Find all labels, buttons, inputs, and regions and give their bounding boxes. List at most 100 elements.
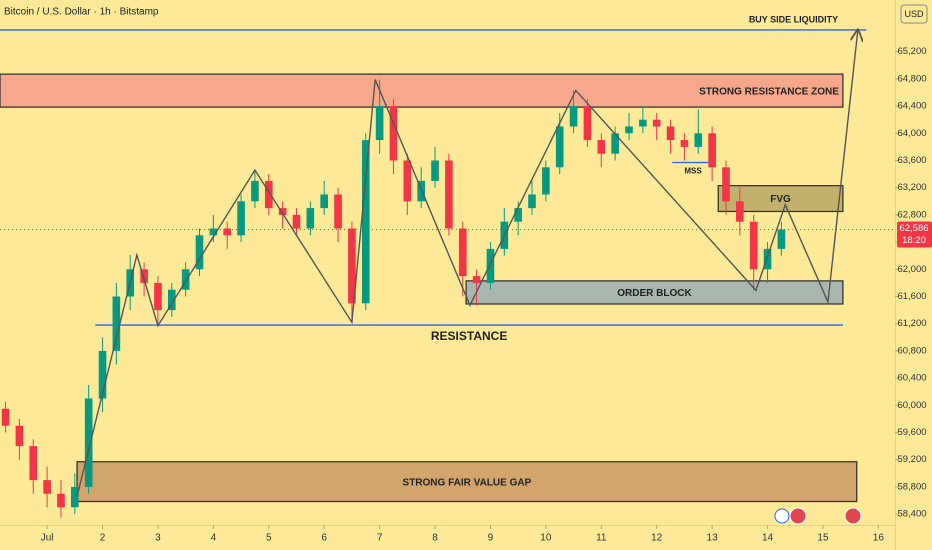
zone-label: STRONG RESISTANCE ZONE: [699, 86, 839, 97]
candle-body: [167, 289, 176, 311]
candle-body: [625, 126, 633, 134]
candle-body: [195, 235, 204, 270]
candle-body: [84, 398, 93, 487]
candle-body: [237, 201, 245, 236]
candle-body: [431, 160, 439, 181]
currency-label: USD: [904, 9, 924, 19]
candle-body: [154, 282, 162, 311]
candle-body: [1, 408, 10, 426]
x-tick-label: 3: [155, 533, 161, 544]
level-label: BUY SIDE LIQUIDITY: [749, 14, 838, 24]
candle-body: [708, 133, 716, 168]
candle-body: [43, 480, 51, 494]
chart-title: Bitcoin / U.S. Dollar · 1h · Bitstamp: [4, 7, 159, 18]
candle-body: [472, 276, 481, 283]
y-tick-label: 65,200: [897, 46, 926, 57]
y-tick-label: 64,800: [897, 73, 926, 84]
candle-body: [445, 160, 453, 229]
candle-body: [417, 180, 425, 202]
candle-body: [749, 221, 758, 270]
candle-body: [569, 106, 578, 127]
candle-body: [140, 269, 148, 283]
x-tick-label: 2: [100, 533, 106, 544]
y-tick-label: 61,200: [897, 318, 926, 329]
y-tick-label: 60,800: [897, 345, 926, 356]
candle-body: [597, 140, 606, 154]
candle-body: [736, 201, 744, 222]
zone-label: FVG: [770, 194, 791, 205]
y-tick-label: 63,200: [897, 182, 926, 193]
y-tick-label: 64,400: [897, 101, 926, 112]
candle-body: [694, 133, 703, 147]
x-tick-label: 6: [321, 533, 327, 544]
candle-body: [15, 425, 24, 447]
candle-body: [292, 214, 301, 229]
zone-label: STRONG FAIR VALUE GAP: [403, 477, 532, 488]
level-label: MSS: [684, 167, 702, 176]
candle-body: [98, 350, 107, 399]
candle-body: [722, 167, 730, 202]
zone-label: ORDER BLOCK: [617, 288, 692, 299]
event-icons: [774, 507, 862, 525]
candle-body: [611, 133, 619, 154]
event-icon[interactable]: [774, 508, 790, 524]
last-price-box: [897, 221, 932, 248]
x-tick-label: 12: [651, 533, 663, 544]
y-tick-label: 59,600: [897, 427, 926, 438]
candle-body: [375, 106, 384, 141]
x-tick-label: 9: [488, 533, 494, 544]
candle-body: [306, 208, 315, 229]
y-tick-label: 64,000: [897, 128, 926, 139]
candle-body: [57, 493, 65, 508]
x-tick-label: 13: [707, 533, 719, 544]
x-tick-label: 5: [266, 533, 272, 544]
candle-body: [181, 269, 190, 290]
candle-body: [320, 194, 329, 209]
y-tick-label: 60,000: [897, 400, 926, 411]
last-price-label: 62,586: [899, 223, 928, 234]
candle-body: [71, 486, 79, 508]
x-tick-label: 8: [432, 533, 438, 544]
y-tick-label: 63,600: [897, 155, 926, 166]
y-tick-label: 59,200: [897, 454, 926, 465]
candle-body: [29, 446, 38, 481]
candle-body: [389, 106, 398, 161]
y-tick-label: 62,800: [897, 209, 926, 220]
candle-body: [209, 228, 218, 236]
candle-body: [251, 180, 259, 202]
x-tick-label: 14: [762, 533, 774, 544]
candle-body: [666, 126, 675, 141]
candle-body: [264, 180, 273, 209]
candle-body: [223, 228, 232, 236]
candle-body: [348, 228, 356, 304]
event-icon[interactable]: [789, 507, 807, 525]
candle-body: [361, 140, 370, 304]
x-tick-label: 10: [540, 533, 552, 544]
y-tick-label: 58,400: [897, 509, 926, 520]
candle-body: [542, 167, 550, 195]
x-tick-label: Jul: [41, 533, 54, 544]
candle-body: [334, 194, 342, 229]
level-label: RESISTANCE: [431, 329, 507, 343]
x-tick-label: 7: [377, 533, 383, 544]
y-tick-label: 58,800: [897, 481, 926, 492]
event-icon[interactable]: [844, 507, 862, 525]
candle-body: [639, 119, 647, 127]
y-tick-label: 61,600: [897, 291, 926, 302]
candle-body: [528, 194, 536, 209]
zone: [76, 461, 858, 503]
currency-button[interactable]: [900, 4, 928, 24]
candle-body: [112, 296, 121, 351]
x-tick-label: 15: [817, 533, 829, 544]
candle-body: [278, 208, 287, 215]
candle-body: [403, 160, 412, 202]
y-tick-label: 60,400: [897, 373, 926, 384]
x-tick-label: 4: [211, 533, 217, 544]
candle-body: [680, 140, 689, 147]
candle-body: [514, 208, 522, 222]
zone: [465, 280, 844, 305]
projection-path: [76, 30, 858, 497]
countdown-label: 18:20: [902, 235, 926, 246]
